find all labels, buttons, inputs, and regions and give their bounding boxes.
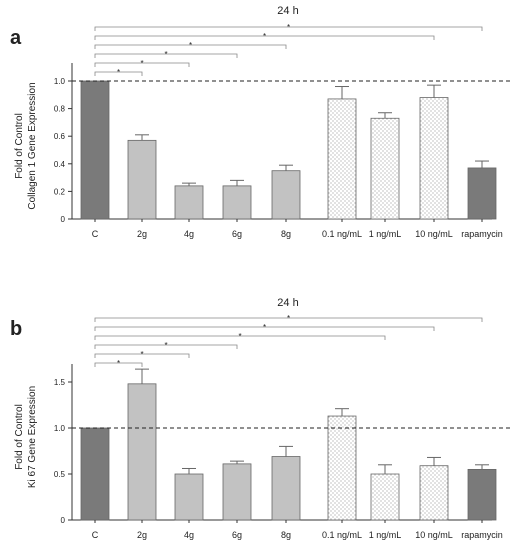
panel-b-significance-bracket-3: [94, 344, 238, 349]
panel-a-plot: 0 0.2 0.4 0.6 0.8 1.0 C 2g 4g 6g 8g 0.1 ng/mL 1 ng/m…: [54, 23, 512, 239]
panel-b-significance-star-3: *: [164, 341, 167, 350]
panel-b-x-tick-label-8: rapamycin: [461, 530, 503, 540]
panel-a-significance-bracket-5: [94, 71, 143, 76]
panel-a-y-tick-label: 0.6: [54, 132, 66, 141]
panel-a-significance-bracket-4: [94, 62, 190, 67]
panel-a-bar-1: [127, 139, 157, 220]
panel-a-bar-5: [327, 98, 357, 220]
panel-b-significance-star-0: *: [287, 314, 290, 323]
panel-b-significance-star-1: *: [263, 323, 266, 332]
panel-b-significance-bracket-5: [94, 362, 143, 367]
panel-b-bar-8: [467, 468, 497, 521]
panel-b-bar-3: [222, 463, 252, 521]
panel-a-bar-7: [419, 97, 449, 220]
panel-a-y-tick-label: 0: [61, 215, 66, 224]
panel-a-y-tick-label: 1.0: [54, 77, 66, 86]
panel-b-bar-0: [80, 427, 110, 521]
panel-a-significance-star-5: *: [117, 68, 120, 77]
panel-a-bar-2: [174, 185, 204, 220]
panel-b-bar-2: [174, 473, 204, 521]
panel-a-bar-6: [370, 117, 400, 220]
panel-a-significance-bracket-1: [94, 35, 435, 40]
panel-b-significance-bracket-4: [94, 353, 190, 358]
panel-a-x-tick-label-8: rapamycin: [461, 229, 503, 239]
panel-a-bar-8: [467, 167, 497, 220]
panel-b-significance-bracket-2: [94, 335, 386, 340]
panel-b-label: b: [10, 318, 22, 340]
panel-a-x-tick-label-4: 8g: [281, 229, 291, 239]
panel-a-x-tick-label-2: 4g: [184, 229, 194, 239]
panel-b-x-tick-label-7: 10 ng/mL: [415, 530, 453, 540]
panel-b-x-tick-label-2: 4g: [184, 530, 194, 540]
panel-a-significance-star-2: *: [189, 41, 192, 50]
panel-b-bar-5: [327, 415, 357, 521]
panel-b-x-tick-label-1: 2g: [137, 530, 147, 540]
panel-b-plot: 0 0.5 1.0 1.5 C 2g 4g 6g 8g 0.1 ng/mL 1 ng/mL 10 ng…: [54, 314, 512, 540]
panel-b-x-tick-label-4: 8g: [281, 530, 291, 540]
panel-b-y-tick-label: 0.5: [54, 470, 66, 479]
panel-b-bar-6: [370, 473, 400, 521]
panel-a-significance-star-0: *: [287, 23, 290, 32]
panel-b-significance-star-5: *: [117, 359, 120, 368]
panel-a: a 24 h Fold of Control Collagen 1 Gene E…: [10, 5, 512, 239]
panel-a-label: a: [10, 27, 22, 49]
panel-a-significance-star-4: *: [140, 59, 143, 68]
panel-a-y-tick-label: 0.8: [54, 105, 66, 114]
panel-a-x-tick-label-3: 6g: [232, 229, 242, 239]
panel-a-significance-star-1: *: [263, 32, 266, 41]
panel-a-significance-bracket-3: [94, 53, 238, 58]
panel-b-significance-bracket-1: [94, 326, 435, 331]
panel-a-ylabel-line1: Fold of Control: [14, 113, 25, 179]
panel-b-y-tick-label: 1.0: [54, 424, 66, 433]
panel-a-x-tick-label-7: 10 ng/mL: [415, 229, 453, 239]
panel-b-bar-1: [127, 383, 157, 521]
panel-a-significance-bracket-0: [94, 26, 483, 31]
panel-b-x-tick-label-0: C: [92, 530, 99, 540]
panel-a-x-tick-label-0: C: [92, 229, 99, 239]
panel-b-x-tick-label-5: 0.1 ng/mL: [322, 530, 362, 540]
panel-a-significance-bracket-2: [94, 44, 287, 49]
panel-b-y-tick-label: 1.5: [54, 378, 66, 387]
panel-b-y-tick-label: 0: [61, 516, 66, 525]
panel-b-x-tick-label-6: 1 ng/mL: [369, 530, 402, 540]
panel-a-header: 24 h: [277, 5, 298, 17]
panel-b-ylabel-line1: Fold of Control: [14, 404, 25, 470]
panel-b-x-tick-label-3: 6g: [232, 530, 242, 540]
panel-b: b 24 h Fold of Control Ki 67 Gene Expres…: [10, 297, 512, 540]
panel-b-ylabel-line2: Ki 67 Gene Expression: [27, 386, 38, 488]
panel-a-x-tick-label-1: 2g: [137, 229, 147, 239]
panel-a-bar-3: [222, 185, 252, 220]
panel-a-x-tick-label-6: 1 ng/mL: [369, 229, 402, 239]
panel-b-header: 24 h: [277, 297, 298, 309]
panel-b-bar-4: [271, 456, 301, 521]
panel-a-ylabel-line2: Collagen 1 Gene Expression: [27, 82, 38, 209]
panel-a-bar-0: [80, 80, 110, 220]
panel-a-bar-4: [271, 170, 301, 220]
panel-a-y-tick-label: 0.2: [54, 187, 66, 196]
panel-a-x-tick-label-5: 0.1 ng/mL: [322, 229, 362, 239]
panel-b-significance-bracket-0: [94, 317, 483, 322]
panel-b-significance-star-2: *: [238, 332, 241, 341]
panel-b-bar-7: [419, 465, 449, 521]
panel-a-significance-star-3: *: [164, 50, 167, 59]
panel-a-y-tick-label: 0.4: [54, 160, 66, 169]
panel-b-significance-star-4: *: [140, 350, 143, 359]
